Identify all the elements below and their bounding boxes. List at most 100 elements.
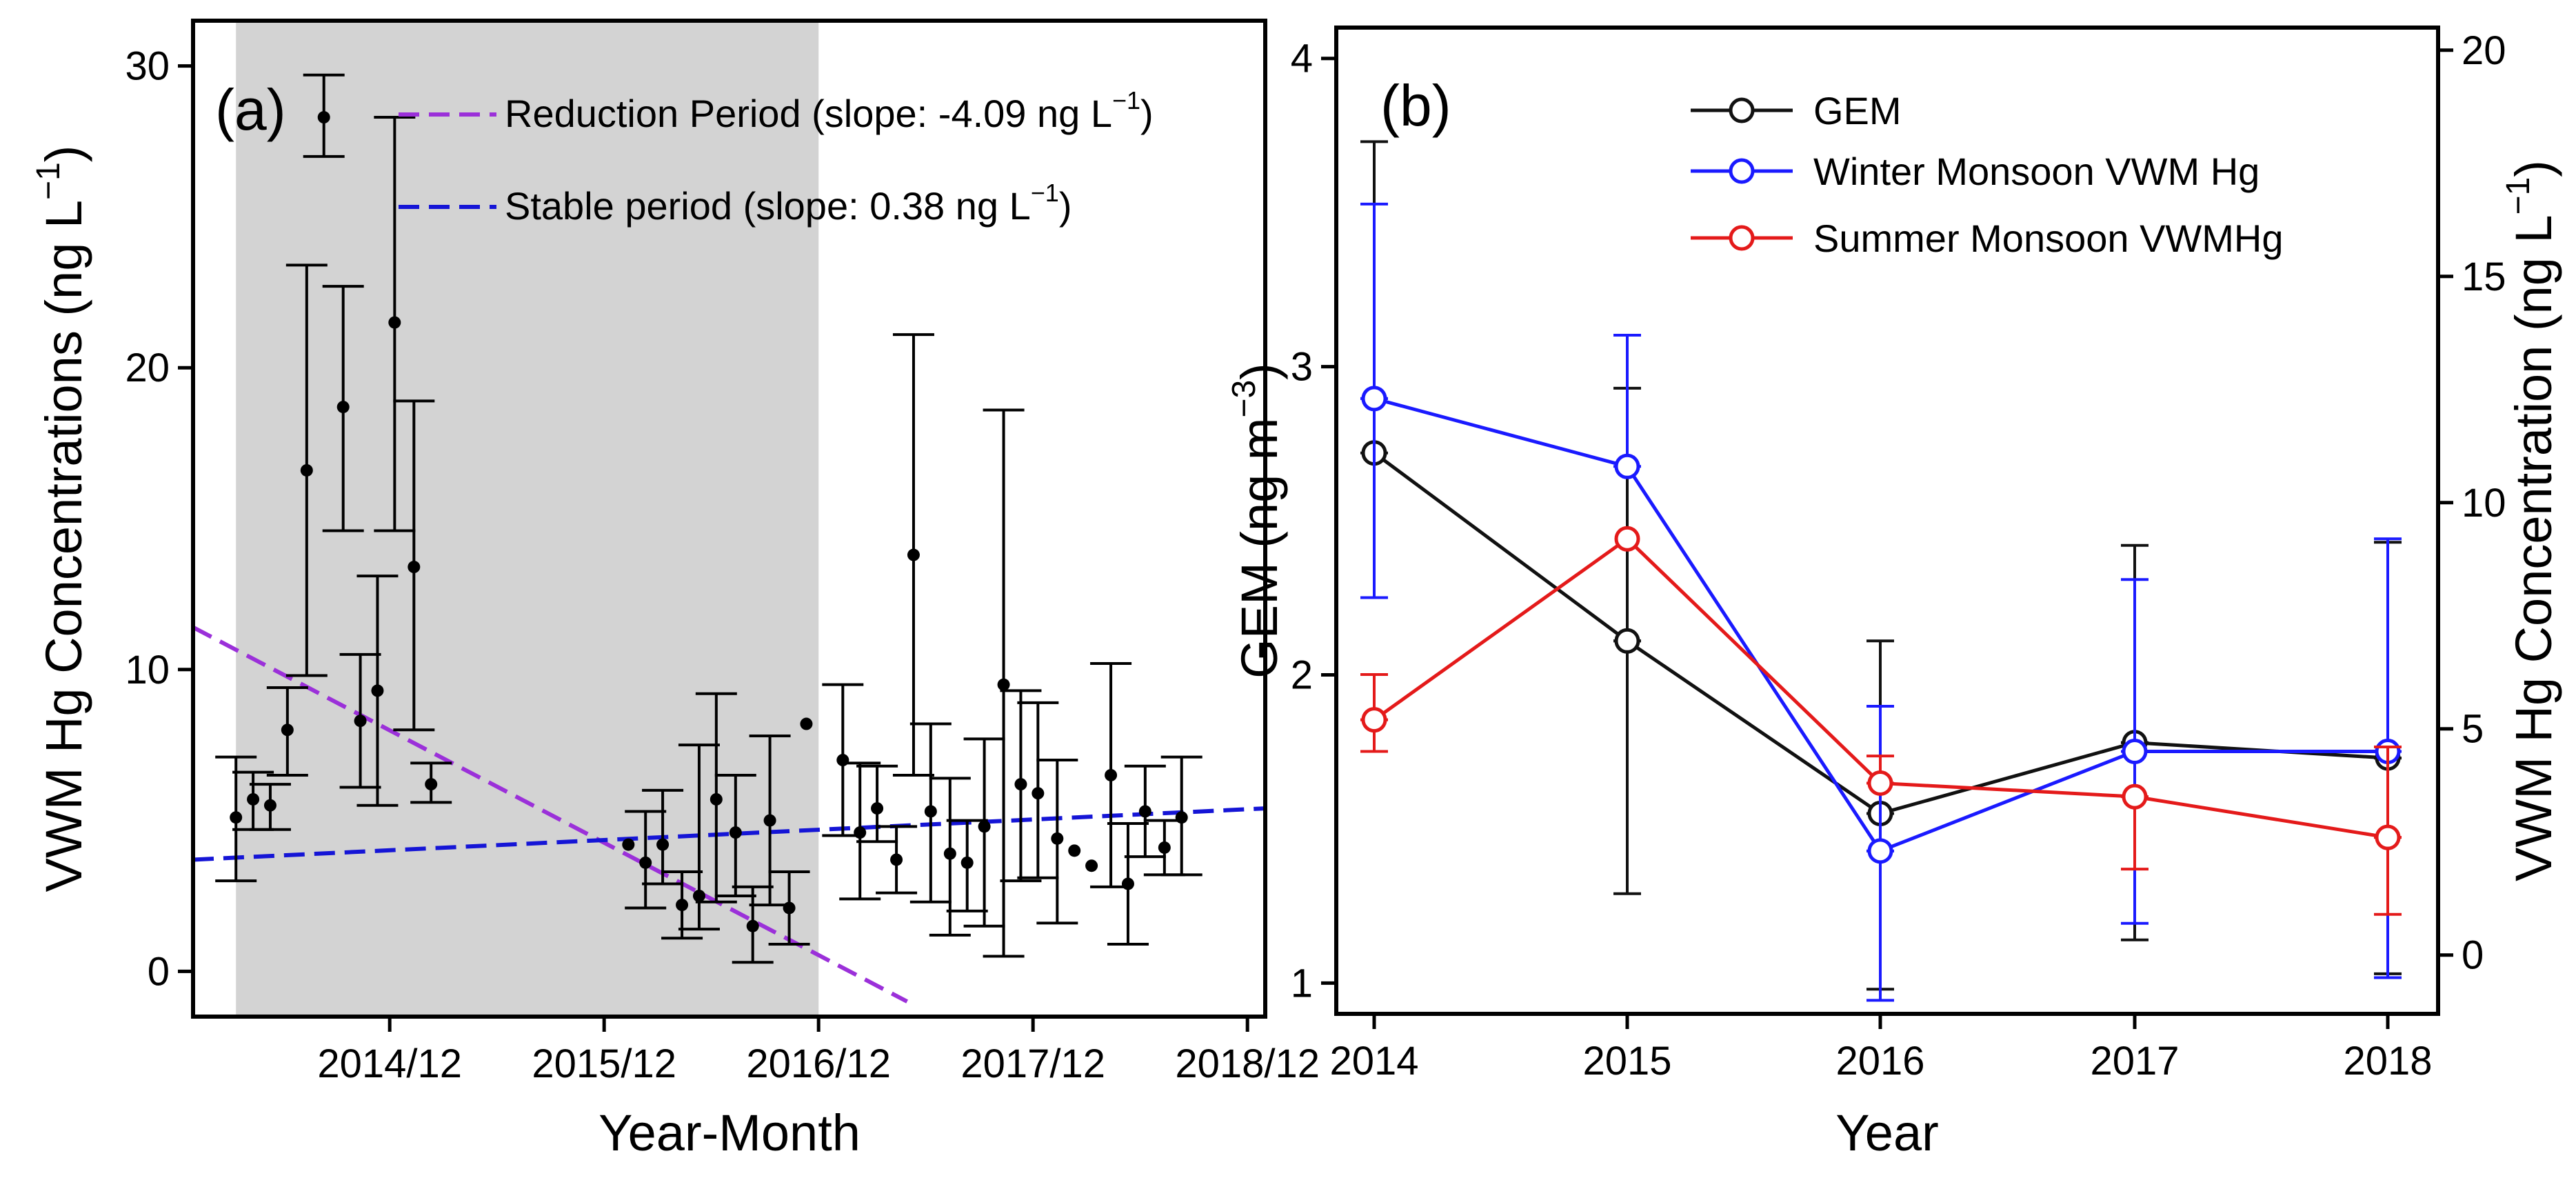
b-y-tick-label-left-0: 1 [1291, 961, 1313, 1006]
b-y-tick-label-left-3: 4 [1291, 37, 1313, 81]
series-0-error-low-1 [1613, 639, 1641, 895]
data-point-21 [783, 901, 796, 915]
data-point-41 [1158, 841, 1171, 854]
y-tick-label-0: 0 [148, 949, 170, 994]
b-y-tick-label-right-4: 20 [2462, 28, 2506, 73]
b-y-tick-label-left-1: 2 [1291, 652, 1313, 697]
legend-label-reduction: Reduction Period (slope: -4.09 ng L−1) [505, 86, 1154, 135]
data-point-10 [407, 561, 421, 574]
panel-b-frame [1334, 26, 2440, 1016]
series-1-error-low-0 [1360, 397, 1388, 599]
panel-a-y-ticks: 0 10 20 30 [125, 44, 193, 994]
b-x-tick-label-4: 2018 [2343, 1039, 2432, 1084]
x-tick-label-0: 2014/12 [317, 1041, 462, 1086]
series-1 [1360, 202, 2402, 1002]
series-1-error-high-3 [2121, 578, 2149, 753]
panel-a-points [230, 111, 1188, 932]
data-point-14 [656, 838, 670, 851]
data-point-13 [639, 856, 652, 869]
panel-b: 2014 2015 2016 2017 2018 1 2 3 4 0 5 10 15 20 (b) G… [1226, 26, 2562, 1161]
data-point-33 [1014, 778, 1027, 791]
series-1-error-low-2 [1866, 849, 1894, 1002]
data-point-7 [354, 715, 367, 728]
legend-label-winter: Winter Monsoon VWM Hg [1813, 150, 2260, 193]
panel-b-y-axis-title-left: GEM (ng m−3) [1226, 363, 1288, 679]
y-tick-label-1: 10 [125, 648, 170, 692]
series-1-marker-2 [1867, 838, 1893, 864]
data-point-34 [1032, 787, 1045, 800]
b-y-tick-label-right-3: 15 [2462, 254, 2506, 299]
x-tick-label-4: 2018/12 [1175, 1041, 1320, 1086]
data-point-2 [263, 799, 276, 812]
data-point-42 [1175, 811, 1188, 824]
series-2-marker-3 [2122, 783, 2148, 810]
data-point-4 [300, 463, 313, 477]
x-tick-label-1: 2015/12 [532, 1041, 676, 1086]
x-tick-label-3: 2017/12 [960, 1041, 1105, 1086]
b-y-tick-label-right-2: 10 [2462, 481, 2506, 526]
x-tick-label-2: 2016/12 [746, 1041, 891, 1086]
series-2-marker-1 [1614, 526, 1640, 552]
series-2-marker-0 [1361, 707, 1387, 733]
legend-label-summer: Summer Monsoon VWMHg [1813, 217, 2284, 260]
panel-b-y-axis-title-right: VWM Hg Concentration (ng L−1) [2500, 160, 2562, 881]
series-2-marker-4 [2375, 824, 2401, 850]
data-point-28 [924, 805, 937, 818]
panel-b-x-axis-title: Year [1835, 1104, 1939, 1161]
panel-b-y-ticks-left: 1 2 3 4 [1291, 37, 1336, 1006]
b-y-tick-label-right-0: 0 [2462, 933, 2484, 978]
b-x-tick-label-0: 2014 [1329, 1039, 1418, 1084]
panel-a-x-ticks: 2014/12 2015/12 2016/12 2017/12 2018/12 [317, 1017, 1320, 1086]
data-point-12 [622, 838, 635, 851]
data-point-23 [836, 754, 849, 767]
panel-a-label: (a) [215, 77, 286, 142]
panel-a-legend: Reduction Period (slope: -4.09 ng L−1) S… [399, 86, 1154, 228]
data-point-11 [425, 778, 438, 791]
legend-label-gem: GEM [1813, 89, 1902, 132]
legend-label-stable: Stable period (slope: 0.38 ng L−1) [505, 179, 1071, 228]
panel-b-series [1360, 140, 2402, 1002]
data-point-24 [854, 826, 867, 839]
panel-a: 2014/12 2015/12 2016/12 2017/12 2018/12 0 10 2… [30, 19, 1320, 1161]
panel-b-y-ticks-right: 0 5 10 15 20 [2438, 28, 2506, 978]
panel-b-x-ticks: 2014 2015 2016 2017 2018 [1329, 1014, 2433, 1084]
series-2 [1360, 526, 2402, 916]
data-point-25 [871, 802, 884, 815]
legend-marker-winter [1729, 158, 1755, 184]
b-x-tick-label-1: 2015 [1582, 1039, 1671, 1084]
series-1-marker-3 [2122, 739, 2148, 765]
data-point-6 [336, 401, 350, 414]
series-0-marker-1 [1614, 628, 1640, 654]
legend-marker-summer [1729, 225, 1755, 251]
data-point-39 [1121, 877, 1134, 890]
b-y-tick-label-right-1: 5 [2462, 707, 2484, 752]
data-point-15 [676, 899, 689, 912]
b-y-tick-label-left-2: 3 [1291, 345, 1313, 390]
trend-line-1 [193, 806, 1265, 862]
data-point-30 [960, 856, 974, 869]
data-point-37 [1085, 859, 1098, 872]
data-point-20 [763, 814, 776, 827]
legend-marker-gem [1729, 97, 1755, 123]
data-point-38 [1105, 768, 1118, 781]
panel-a-shaded-period [236, 21, 819, 1017]
data-point-36 [1068, 844, 1081, 857]
series-1-error-high-1 [1613, 334, 1641, 468]
data-point-19 [746, 919, 759, 932]
y-tick-label-3: 30 [125, 44, 170, 89]
panel-a-x-axis-title: Year-Month [598, 1104, 861, 1161]
data-point-35 [1051, 832, 1064, 845]
data-point-26 [890, 853, 903, 866]
data-point-8 [371, 684, 384, 697]
data-point-1 [247, 792, 260, 806]
data-point-17 [710, 792, 723, 806]
data-point-31 [978, 820, 991, 833]
series-1-error-high-0 [1360, 202, 1388, 400]
b-x-tick-label-2: 2016 [1835, 1039, 1924, 1084]
data-point-22 [800, 717, 813, 730]
panel-b-legend: GEM Winter Monsoon VWM Hg Summer Monsoon… [1691, 89, 2284, 260]
series-2-marker-2 [1867, 770, 1893, 796]
data-point-9 [388, 316, 401, 329]
b-x-tick-label-3: 2017 [2090, 1039, 2179, 1084]
data-point-40 [1138, 805, 1151, 818]
